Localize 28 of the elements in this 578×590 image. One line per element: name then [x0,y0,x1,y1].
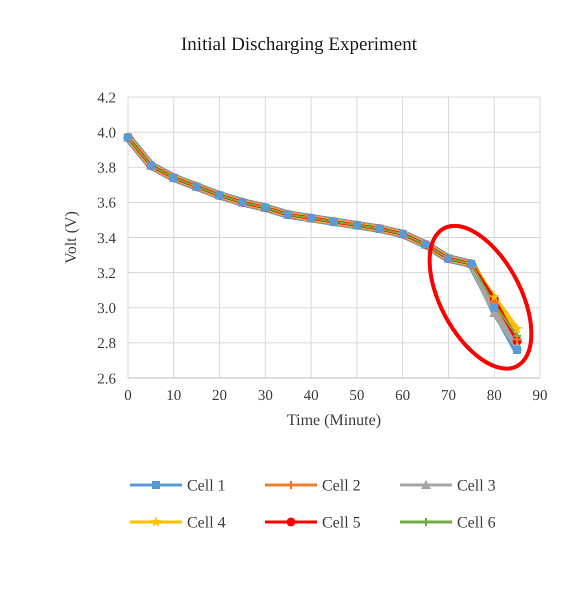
y-tick-label: 4.0 [97,125,116,142]
x-tick-label: 70 [440,388,456,404]
x-tick-label: 80 [486,388,502,404]
y-axis-title: Volt (V) [63,211,80,264]
x-tick-label: 10 [166,388,182,404]
legend-label: Cell 2 [322,478,361,495]
legend-label: Cell 5 [322,514,361,532]
legend-label: Cell 4 [187,514,226,532]
x-tick-label: 40 [304,388,319,404]
x-tick-label: 30 [258,388,273,404]
y-tick-label: 3.0 [97,301,116,317]
legend-label: Cell 3 [457,478,496,495]
y-tick-label: 4.2 [97,90,116,106]
y-tick-label: 3.8 [97,160,116,176]
x-axis-title: Time (Minute) [286,412,382,429]
x-tick-label: 20 [212,388,228,404]
x-tick-label: 60 [395,388,410,404]
y-tick-label: 2.6 [97,371,116,388]
y-tick-label: 3.4 [97,230,116,247]
x-tick-label: 0 [124,388,132,404]
chart-title: Initial Discharging Experiment [180,34,418,55]
y-tick-label: 2.8 [97,336,116,352]
x-tick-label: 50 [349,388,364,404]
y-tick-label: 3.2 [97,266,116,282]
legend-label: Cell 1 [187,478,226,495]
x-tick-label: 90 [532,388,548,404]
y-tick-label: 3.6 [97,196,116,212]
legend-label: Cell 6 [457,514,496,532]
